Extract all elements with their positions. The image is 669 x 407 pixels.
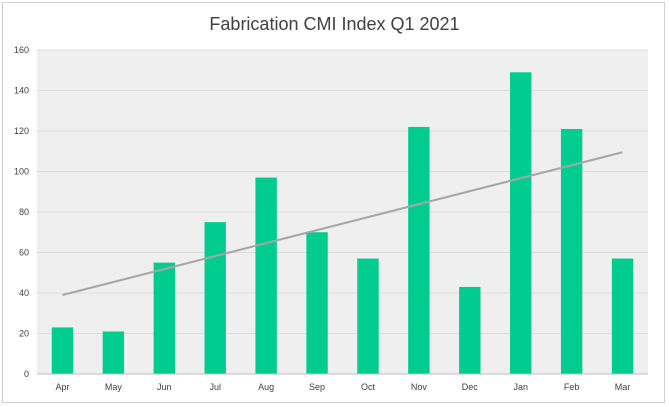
y-tick-label: 140: [14, 86, 29, 96]
x-tick-label: Jul: [209, 382, 221, 392]
y-tick-label: 60: [19, 248, 29, 258]
bar-aug: [255, 177, 277, 374]
bar-oct: [357, 258, 379, 374]
x-axis-ticks: Apr May Jun Jul Aug Sep Oct Nov Dec Jan Feb Mar: [55, 382, 630, 392]
y-axis-ticks: 0 20 40 60 80 100 120 140 160: [14, 45, 29, 379]
y-tick-label: 160: [14, 45, 29, 55]
x-tick-label: Aug: [258, 382, 274, 392]
x-tick-label: Dec: [462, 382, 479, 392]
x-tick-label: Jan: [513, 382, 528, 392]
y-tick-label: 80: [19, 207, 29, 217]
x-tick-label: Oct: [361, 382, 376, 392]
bar-may: [102, 331, 125, 374]
x-tick-label: Apr: [55, 382, 69, 392]
x-tick-label: Feb: [564, 382, 580, 392]
bar-jan: [510, 72, 532, 375]
y-tick-label: 40: [19, 288, 29, 298]
x-tick-label: May: [105, 382, 123, 392]
x-tick-label: Nov: [411, 382, 428, 392]
y-tick-label: 20: [19, 329, 29, 339]
bar-jun: [153, 262, 175, 374]
y-tick-label: 120: [14, 126, 29, 136]
bar-jul: [204, 222, 226, 374]
bar-mar: [611, 258, 634, 374]
y-tick-label: 100: [14, 167, 29, 177]
bar-feb: [560, 128, 583, 374]
bar-apr: [51, 327, 74, 374]
y-tick-label: 0: [24, 369, 29, 379]
x-tick-label: Sep: [309, 382, 325, 392]
x-tick-label: Mar: [615, 382, 631, 392]
bar-sep: [306, 232, 328, 374]
x-tick-label: Jun: [157, 382, 172, 392]
chart-title: Fabrication CMI Index Q1 2021: [209, 14, 460, 34]
bars: [51, 72, 634, 375]
bar-nov: [408, 126, 430, 374]
bar-dec: [459, 286, 481, 374]
trendline: [62, 151, 623, 296]
